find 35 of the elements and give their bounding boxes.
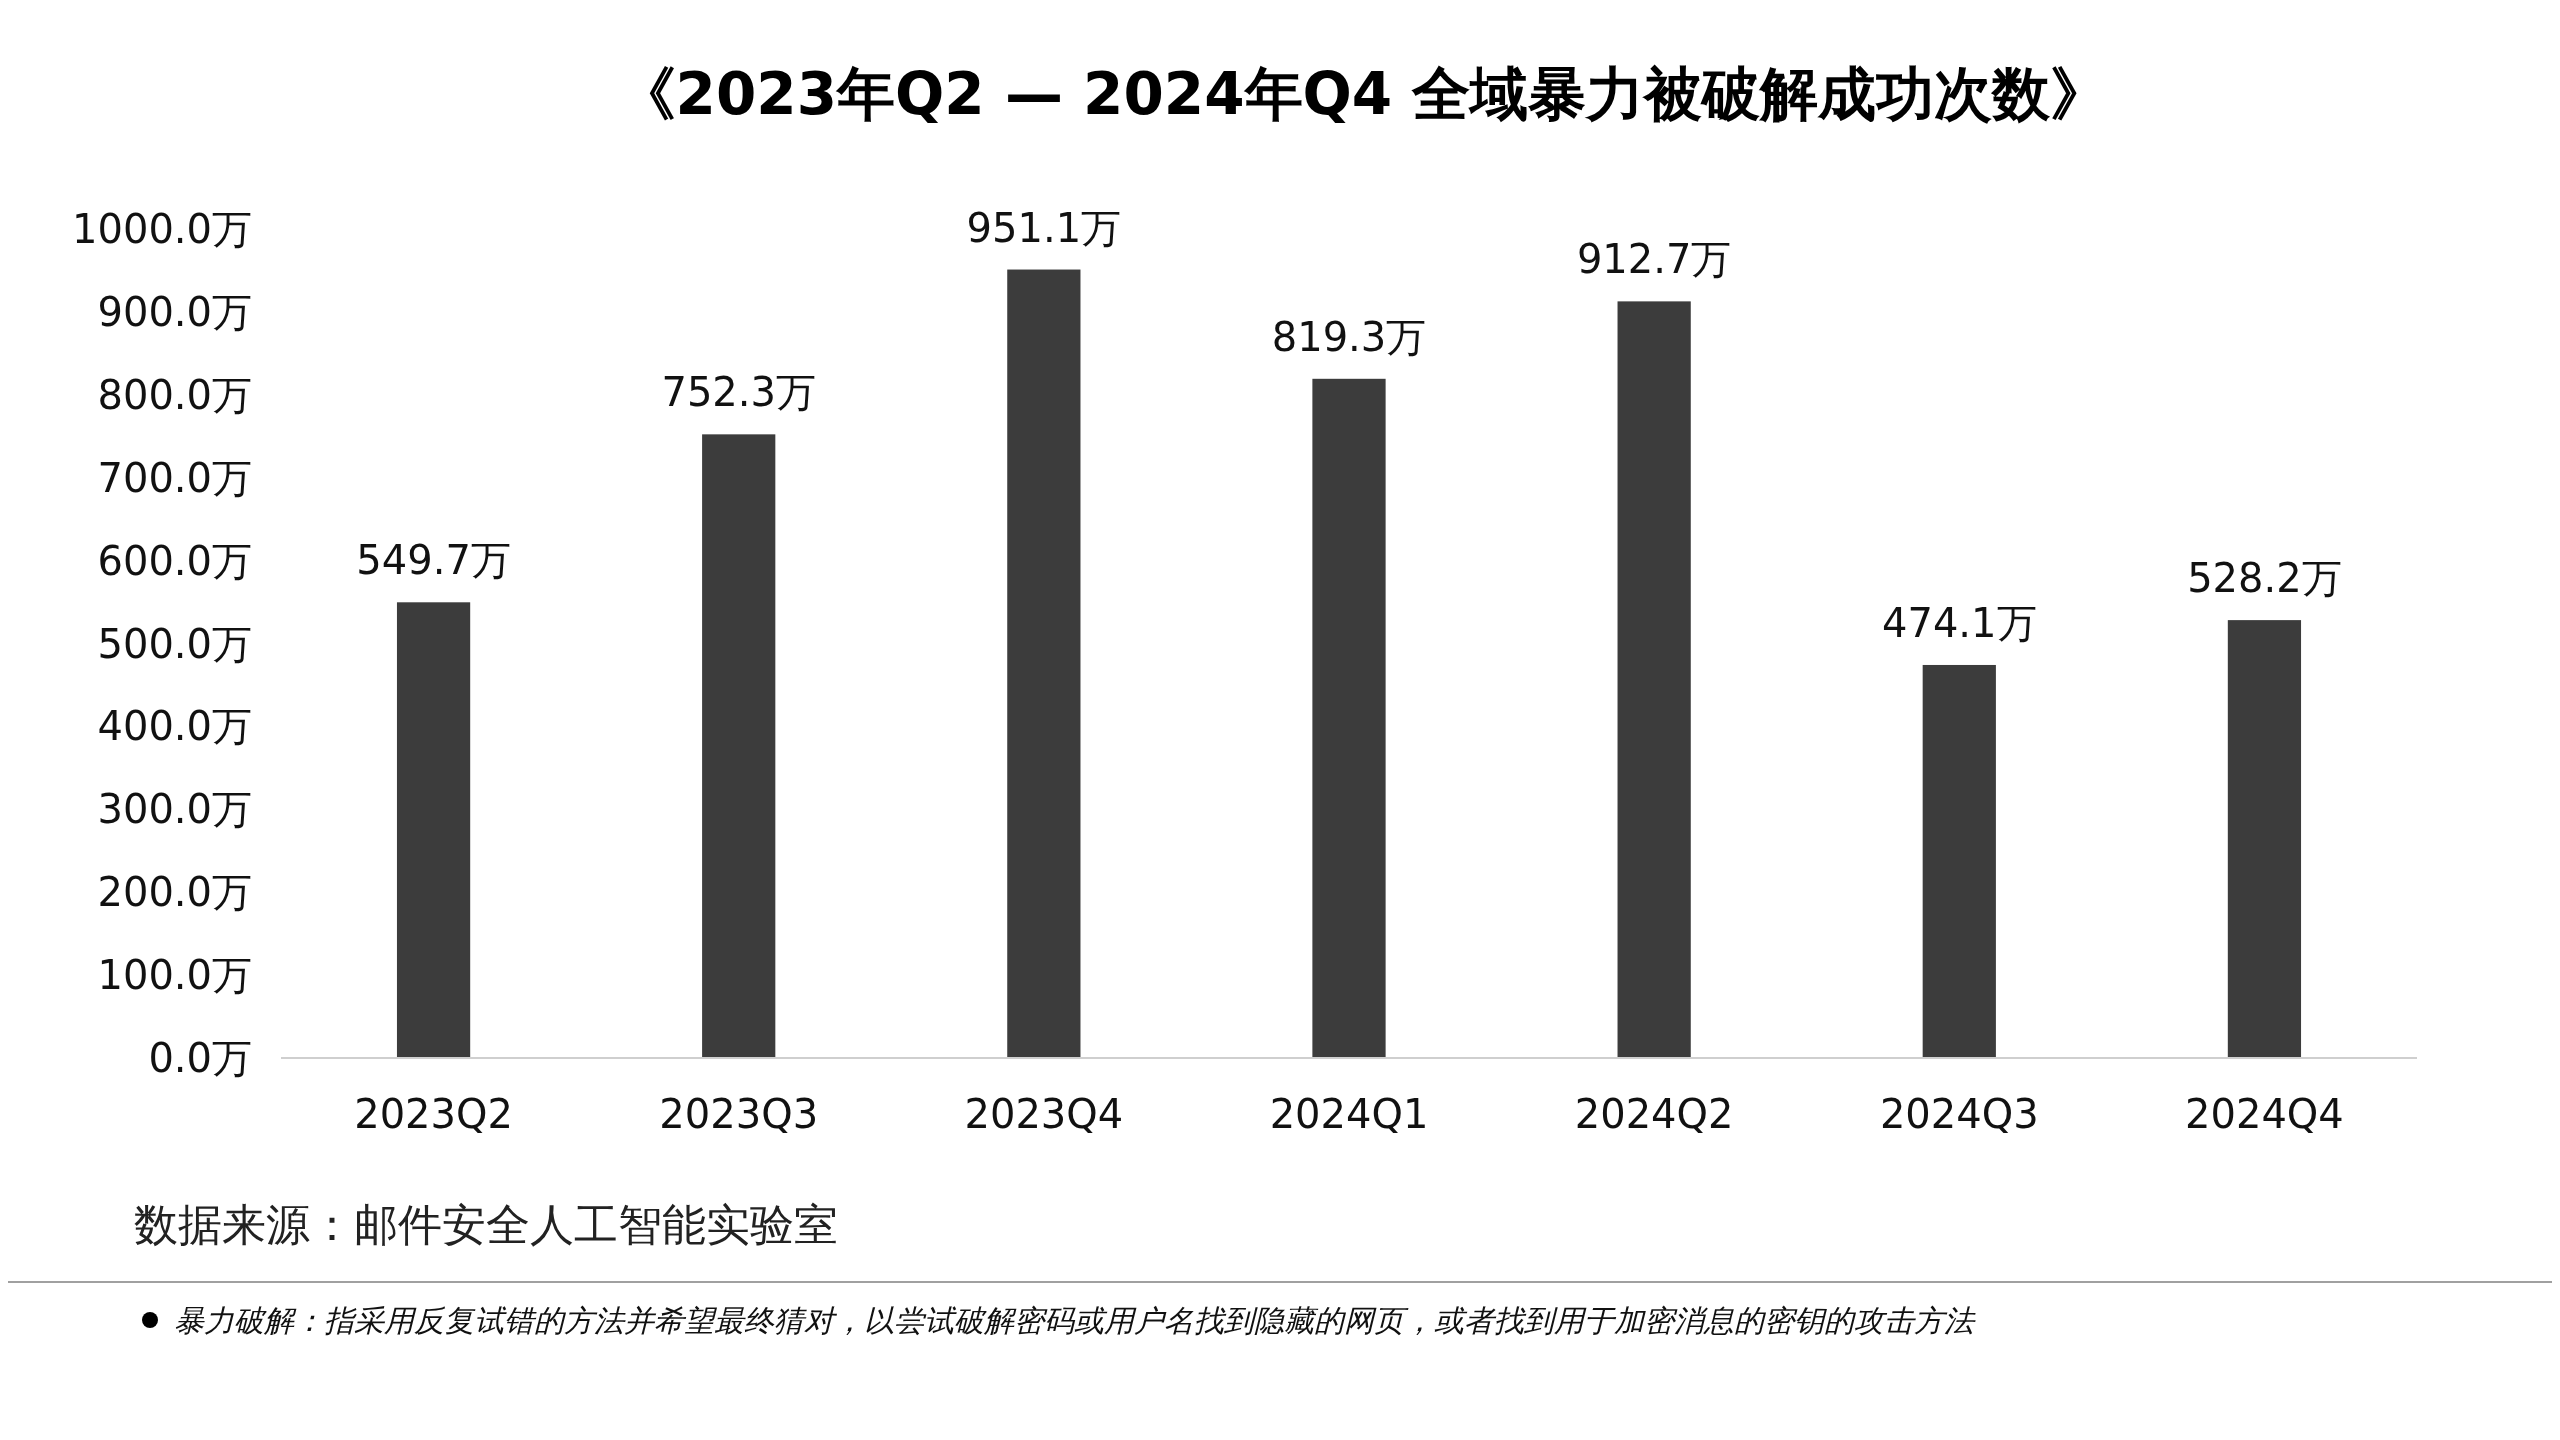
x-tick-label: 2023Q2: [354, 1091, 513, 1137]
chart-title: 《2023年Q2 — 2024年Q4 全域暴力被破解成功次数》: [617, 60, 2109, 128]
y-tick-label: 200.0万: [97, 869, 252, 916]
bar: [1617, 301, 1691, 1058]
y-tick-label: 300.0万: [97, 786, 252, 833]
bar: [2227, 620, 2302, 1058]
y-tick-label: 600.0万: [97, 537, 252, 584]
data-label: 528.2万: [2187, 555, 2342, 602]
data-label: 474.1万: [1882, 599, 2037, 646]
y-tick-label: 700.0万: [97, 454, 252, 501]
y-tick-label: 900.0万: [97, 288, 252, 335]
x-tick-label: 2024Q1: [1269, 1091, 1429, 1137]
bar: [1922, 664, 1996, 1058]
x-tick-label: 2024Q2: [1574, 1091, 1734, 1137]
y-tick-label: 800.0万: [97, 371, 252, 418]
bar: [1007, 269, 1081, 1058]
y-tick-label: 400.0万: [97, 703, 252, 750]
source-note: 数据来源：邮件安全人工智能实验室: [134, 1199, 838, 1251]
x-tick-label: 2023Q3: [659, 1091, 819, 1137]
text: 暴力破解：指采用反复试错的方法并希望最终猜对，以尝试破解密码或用户名找到隐藏的网页，或者找到用于加密消息的密钥的攻击方法: [174, 1302, 1976, 1338]
x-tick-label: 2024Q3: [1879, 1091, 2039, 1137]
y-tick-label: 1000.0万: [72, 206, 252, 252]
data-label: 951.1万: [966, 204, 1122, 251]
x-tick-label: 2023Q4: [964, 1091, 1124, 1137]
data-label: 819.3万: [1271, 313, 1427, 360]
y-tick-label: 500.0万: [97, 620, 252, 667]
bar: [1312, 378, 1386, 1058]
y-tick-label: 0.0万: [148, 1035, 252, 1081]
x-tick-label: 2024Q4: [2185, 1091, 2344, 1137]
data-label: 912.7万: [1576, 236, 1732, 283]
bar: [702, 434, 776, 1058]
data-label: 549.7万: [356, 537, 511, 584]
y-tick-label: 100.0万: [97, 952, 252, 999]
data-label: 752.3万: [661, 369, 816, 416]
bar: [396, 602, 471, 1058]
